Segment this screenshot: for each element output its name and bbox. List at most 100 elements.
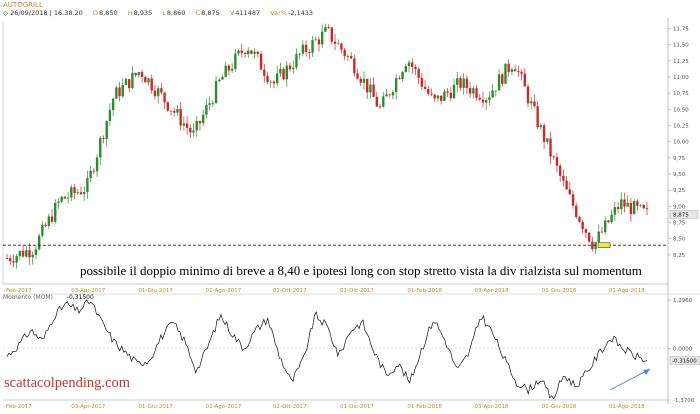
candle-body [581,221,584,230]
candle-body [108,109,112,122]
candle-body [115,87,118,99]
candle-body [610,214,613,223]
candle-body [153,90,157,97]
candle-body [372,84,375,97]
candle-body [568,189,572,195]
candle-body [613,207,617,215]
momentum-y-tick-label: 1,2960 [673,298,693,304]
candle-body [195,120,198,131]
candle-body [137,72,141,76]
candle-body [304,44,308,53]
indicator-name: Momento (MOM) [3,294,53,301]
candle-body [320,31,324,45]
candle-body [616,207,620,210]
candle-body [282,68,285,80]
candle-body [443,91,446,101]
candle-body [134,72,137,76]
candle-body [327,27,330,28]
candle-body [295,53,298,68]
candle-body [391,92,395,96]
candle-body [21,250,25,257]
candle-body [218,79,221,82]
candle-body [192,130,195,133]
price-x-tick-label: 01-Ago-2018 [609,288,645,294]
candle-body [330,27,334,42]
candle-body [600,231,604,233]
candle-body [591,241,594,250]
candle-body [555,157,559,166]
candle-body [163,92,166,103]
candle-body [472,88,475,94]
low-value: 8,860 [166,9,186,17]
candle-body [542,125,546,142]
candle-body [353,58,356,74]
candle-body [449,92,453,99]
candle-body [427,88,430,94]
indicator-x-tick-label: 01-Feb-2018 [407,404,442,410]
candle-body [597,231,600,243]
price-y-tick-label: 10,75 [673,91,689,97]
divergence-arrow-line [609,368,651,391]
candle-body [523,73,526,87]
candle-body [484,100,488,103]
candle-body [533,101,536,107]
price-x-tick-label: 03-Apr-2017 [71,288,106,294]
candle-body [462,78,465,88]
candle-body [111,98,115,110]
price-y-tick-label: 11,25 [673,59,689,65]
candle-body [128,79,131,89]
candle-body [324,27,327,32]
candle-body [459,78,462,88]
candle-body [623,199,626,207]
divergence-arrow-head [643,369,650,375]
indicator-x-tick-label: 01-Dic-2017 [340,404,374,410]
price-y-tick-label: 11,50 [673,43,689,49]
candle-body [201,114,205,124]
candle-body [70,187,73,198]
candle-body [92,170,96,172]
candle-body [382,96,385,107]
candle-body [160,88,163,93]
change-value: -2,1433 [287,9,314,17]
candle-body [166,102,170,111]
candle-body [607,220,610,223]
momentum-last-marker [669,356,700,365]
candle-body [394,78,398,93]
candle-body [642,204,645,209]
candle-body [539,125,543,128]
candle-body [433,94,436,99]
price-x-tick-label: 01-Ago-2017 [206,288,242,294]
candle-body [488,97,491,101]
high-value: 8,935 [133,9,153,17]
indicator-value: -0,31500 [66,294,94,301]
candle-body [546,138,549,142]
candle-body [558,165,562,176]
candle-body [237,50,240,54]
last-price-label: 8,875 [673,213,689,219]
indicator-x-tick-label: -Feb-2017 [4,404,32,410]
candle-body [414,67,417,70]
candle-body [343,49,346,57]
candle-body [156,88,160,97]
indicator-x-tick-label: 02-Ott-2017 [273,404,307,410]
candle-body [369,84,372,93]
price-y-tick-label: 9,00 [673,204,686,210]
candle-body [266,75,269,83]
candle-body [333,41,337,44]
candle-body [594,242,597,250]
candle-body [89,170,92,179]
candle-body [308,52,311,53]
quote-header: ◇ 26/09/2018 | 16.38.20 O8,850 H8,935 L8… [3,9,314,17]
candle-body [25,250,28,257]
candle-body [468,88,472,94]
candle-body [269,81,272,83]
indicator-x-tick-label: 01-Giu-2017 [138,404,173,410]
price-y-tick-label: 11,00 [673,75,689,81]
candle-body [446,91,449,93]
candle-body [259,53,263,70]
volume-value: 411487 [235,9,261,17]
candle-body [54,202,57,222]
candle-body [247,50,250,55]
candle-body [636,201,639,206]
candle-body [513,69,517,72]
